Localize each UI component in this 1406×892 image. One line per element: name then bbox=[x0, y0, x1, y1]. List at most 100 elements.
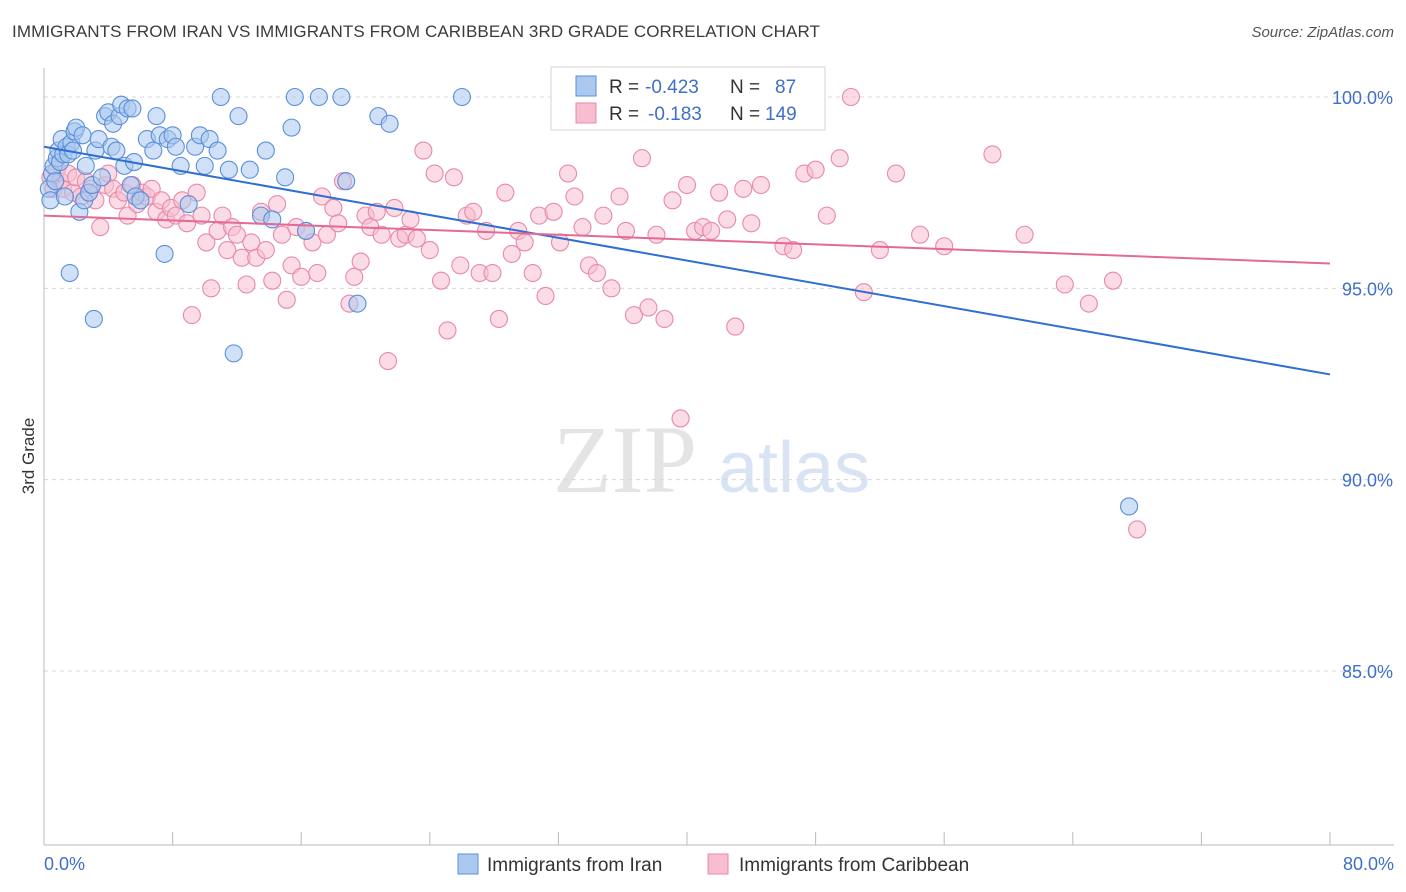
iran-point bbox=[60, 263, 79, 283]
y-axis-label: 3rd Grade bbox=[19, 418, 38, 495]
x-ticks bbox=[43, 832, 1331, 845]
legend-carib-r-value: -0.183 bbox=[648, 104, 702, 125]
caribbean-point bbox=[624, 306, 644, 325]
caribbean-point bbox=[671, 409, 690, 428]
legend-box: R = -0.423 N = 87 R = -0.183 N = 149 bbox=[550, 66, 826, 131]
iran-point bbox=[240, 160, 259, 179]
caribbean-point bbox=[702, 221, 721, 240]
caribbean-point bbox=[817, 206, 836, 225]
iran-point bbox=[380, 114, 399, 133]
caribbean-point bbox=[751, 175, 770, 195]
legend-carib-n-value: 149 bbox=[765, 104, 797, 125]
caribbean-point bbox=[602, 279, 621, 298]
iran-point bbox=[84, 309, 103, 328]
iran-point bbox=[348, 294, 367, 313]
caribbean-point bbox=[1103, 271, 1123, 290]
caribbean-point bbox=[192, 206, 211, 225]
iran-point bbox=[1120, 497, 1139, 516]
caribbean-point bbox=[464, 202, 483, 221]
caribbean-point bbox=[558, 164, 578, 183]
legend-iran-n-label: N = bbox=[730, 77, 760, 98]
caribbean-point bbox=[432, 271, 451, 290]
caribbean-point bbox=[345, 267, 364, 286]
watermark-atlas: atlas bbox=[718, 428, 870, 508]
iran-point bbox=[282, 118, 301, 137]
caribbean-point bbox=[870, 241, 889, 260]
caribbean-point bbox=[726, 317, 745, 336]
caribbean-point bbox=[1015, 225, 1034, 244]
iran-point bbox=[296, 221, 316, 240]
source-credit: Source: ZipAtlas.com bbox=[1251, 24, 1394, 41]
caribbean-point bbox=[329, 214, 348, 233]
caribbean-point bbox=[178, 214, 197, 233]
legend-carib-swatch bbox=[575, 102, 597, 124]
caribbean-point bbox=[197, 233, 216, 252]
y-tick-label: 90.0% bbox=[1342, 471, 1393, 491]
iran-point bbox=[337, 172, 356, 191]
caribbean-point bbox=[616, 221, 635, 240]
caribbean-point bbox=[502, 244, 521, 263]
iran-point bbox=[123, 99, 142, 118]
iran-point bbox=[208, 141, 227, 160]
caribbean-point bbox=[784, 241, 803, 260]
iran-point bbox=[73, 126, 92, 145]
caribbean-point bbox=[1128, 520, 1147, 539]
iran-point bbox=[144, 141, 163, 160]
caribbean-point bbox=[632, 149, 652, 168]
bottom-legend-carib-swatch bbox=[707, 853, 729, 875]
caribbean-point bbox=[565, 187, 584, 206]
caribbean-point bbox=[414, 141, 433, 160]
legend-iran-r-value: -0.423 bbox=[645, 77, 699, 98]
caribbean-point bbox=[841, 87, 861, 107]
caribbean-point bbox=[438, 321, 457, 340]
caribbean-point bbox=[911, 225, 930, 244]
caribbean-point bbox=[655, 309, 674, 328]
caribbean-point bbox=[718, 210, 737, 229]
caribbean-point bbox=[677, 175, 697, 195]
watermark: ZIP atlas bbox=[553, 406, 870, 513]
caribbean-point bbox=[1079, 294, 1098, 313]
iran-point bbox=[211, 87, 230, 107]
caribbean-point bbox=[227, 225, 246, 244]
caribbean-point bbox=[444, 168, 463, 187]
caribbean-point bbox=[536, 286, 555, 306]
caribbean-point bbox=[515, 233, 534, 252]
caribbean-point bbox=[647, 225, 666, 244]
caribbean-point bbox=[483, 263, 502, 283]
caribbean-point bbox=[308, 263, 327, 283]
caribbean-point bbox=[573, 218, 592, 237]
iran-point bbox=[55, 187, 74, 206]
caribbean-point bbox=[742, 214, 761, 233]
iran-point bbox=[332, 87, 351, 107]
caribbean-point bbox=[886, 164, 906, 183]
iran-point bbox=[179, 195, 198, 214]
caribbean-point bbox=[367, 202, 386, 221]
caribbean-point bbox=[710, 183, 729, 202]
caribbean-point bbox=[935, 237, 954, 256]
x-tick-label: 80.0% bbox=[1343, 854, 1394, 874]
iran-point bbox=[219, 160, 238, 179]
caribbean-point bbox=[523, 263, 542, 283]
iran-point bbox=[46, 172, 65, 191]
legend-iran-n-value: 87 bbox=[775, 77, 796, 98]
caribbean-point bbox=[277, 290, 296, 309]
caribbean-point bbox=[544, 202, 563, 221]
caribbean-point bbox=[639, 298, 658, 317]
caribbean-point bbox=[983, 145, 1002, 164]
caribbean-point bbox=[218, 241, 237, 260]
caribbean-point bbox=[324, 198, 343, 218]
x-tick-labels: 0.0% 80.0% bbox=[44, 854, 1394, 874]
caribbean-point bbox=[272, 225, 291, 244]
caribbean-point bbox=[594, 206, 613, 225]
legend-iran-r-label: R = bbox=[609, 77, 639, 98]
caribbean-point bbox=[372, 225, 391, 244]
iran-point bbox=[76, 156, 95, 175]
x-tick-label: 0.0% bbox=[44, 854, 85, 874]
legend-frame bbox=[550, 66, 826, 131]
legend-carib-n-label: N = bbox=[730, 104, 760, 125]
caribbean-point bbox=[256, 241, 275, 260]
bottom-legend-iran-swatch bbox=[457, 853, 479, 875]
y-tick-label: 95.0% bbox=[1342, 279, 1393, 299]
iran-trend-line bbox=[43, 145, 1331, 376]
